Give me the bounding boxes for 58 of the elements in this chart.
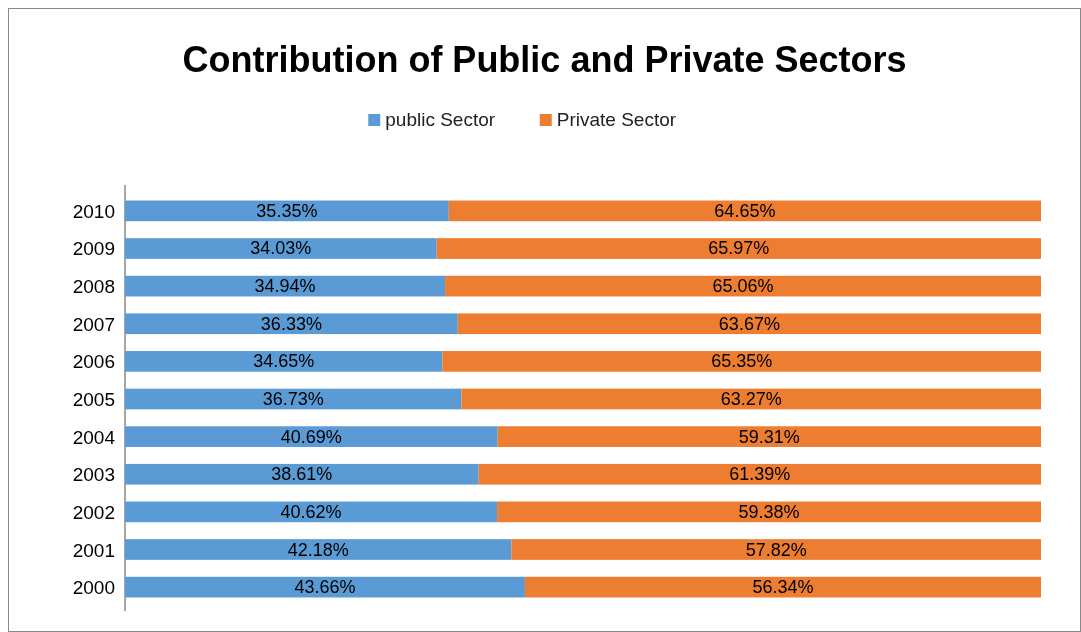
bar <box>125 576 525 598</box>
legend-label: Private Sector <box>556 109 677 130</box>
bar <box>125 539 512 560</box>
data-label: 65.06% <box>712 276 774 297</box>
y-tick-label: 2005 <box>72 389 115 410</box>
data-label: 34.03% <box>250 238 312 259</box>
bar <box>497 426 1041 447</box>
data-label: 34.65% <box>253 351 315 372</box>
data-label: 59.38% <box>738 501 800 522</box>
bar <box>445 275 1041 297</box>
data-label: 38.61% <box>271 464 333 485</box>
bar <box>457 313 1041 335</box>
bar <box>125 463 479 485</box>
data-label: 40.69% <box>280 426 342 447</box>
bar <box>125 313 458 335</box>
y-tick-label: 2000 <box>72 577 115 599</box>
data-label: 36.33% <box>260 313 322 334</box>
bar <box>511 539 1041 560</box>
bar <box>125 275 446 297</box>
y-tick-label: 2007 <box>72 313 115 335</box>
bar <box>478 463 1041 485</box>
bar <box>461 388 1041 410</box>
bar <box>524 576 1041 598</box>
bar <box>448 200 1041 222</box>
data-label: 34.94% <box>254 276 316 297</box>
y-tick-label: 2008 <box>72 276 115 298</box>
y-tick-label: 2006 <box>72 351 115 373</box>
bar <box>125 501 498 523</box>
data-label: 42.18% <box>287 539 349 560</box>
data-label: 65.97% <box>708 238 770 259</box>
data-label: 56.34% <box>752 577 814 598</box>
y-tick-label: 2002 <box>72 501 115 523</box>
data-label: 61.39% <box>729 464 791 485</box>
data-label: 64.65% <box>714 200 776 221</box>
data-label: 43.66% <box>294 577 356 598</box>
bar <box>125 238 437 259</box>
bar <box>442 351 1041 372</box>
data-label: 40.62% <box>280 501 342 522</box>
bar <box>125 200 449 222</box>
data-label: 63.67% <box>718 313 780 334</box>
legend-label: public Sector <box>385 109 496 130</box>
bar <box>436 238 1041 259</box>
y-tick-label: 2001 <box>72 539 115 561</box>
bar <box>125 388 462 410</box>
data-label: 57.82% <box>745 539 807 560</box>
bar <box>125 351 443 372</box>
data-label: 59.31% <box>738 426 800 447</box>
y-tick-label: 2010 <box>72 200 115 222</box>
data-label: 63.27% <box>720 389 782 409</box>
y-tick-label: 2009 <box>72 238 115 260</box>
bar <box>497 501 1041 523</box>
bar <box>125 426 498 447</box>
data-label: 65.35% <box>711 351 773 372</box>
y-tick-label: 2004 <box>72 426 116 448</box>
y-tick-label: 2003 <box>72 464 115 486</box>
data-label: 35.35% <box>256 200 318 221</box>
data-label: 36.73% <box>262 389 324 409</box>
chart-title: Contribution of Public and Private Sectors <box>182 39 907 80</box>
